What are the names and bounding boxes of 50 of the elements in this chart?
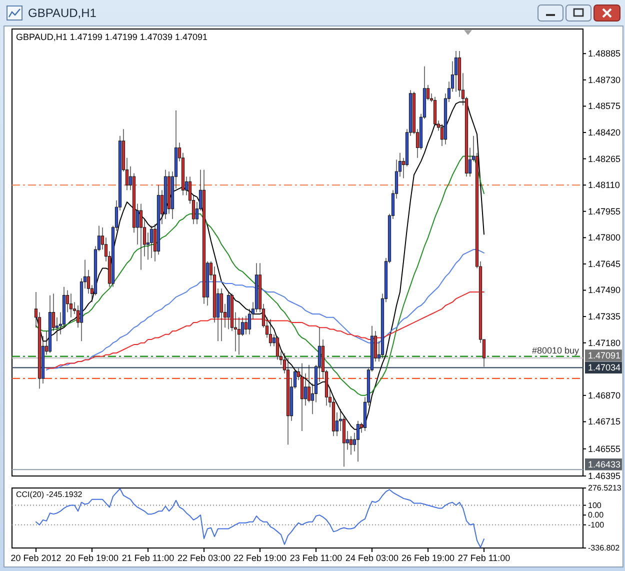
y-tick-label: 276.5213: [588, 484, 622, 492]
y-tick-label: -100: [588, 520, 605, 530]
y-tick-label: 1.47800: [588, 232, 621, 243]
x-tick-label: 27 Feb 11:00: [458, 553, 510, 563]
x-tick-label: 20 Feb 19:00: [65, 553, 119, 563]
x-tick-label: 24 Feb 03:00: [345, 553, 399, 563]
chart-title: CCI(20) -245.1932: [16, 490, 83, 499]
y-tick-label: 1.48730: [588, 74, 621, 85]
candlestick: [150, 225, 154, 258]
x-tick-label: 21 Feb 11:00: [122, 553, 174, 563]
y-tick-label: 1.47335: [588, 312, 621, 322]
candlestick: [220, 288, 224, 342]
y-tick-label: 1.47490: [588, 285, 621, 296]
y-tick-label: 1.47180: [588, 338, 621, 348]
y-tick-label: 1.48265: [588, 154, 621, 164]
candlestick: [48, 295, 52, 354]
x-tick-label: 22 Feb 19:00: [233, 553, 287, 563]
ref-line-label: 1.46433: [588, 459, 621, 470]
chart-title: GBPAUD,H1: [28, 6, 97, 20]
x-tick-label: 20 Feb 2012: [10, 553, 62, 563]
candlestick: [356, 420, 360, 462]
line-series: [46, 291, 484, 369]
candlestick: [202, 170, 206, 304]
y-tick-label: 1.46555: [588, 444, 621, 454]
y-tick-label: 1.47645: [588, 258, 621, 269]
x-tick-label: 23 Feb 11:00: [290, 553, 342, 563]
y-tick-label: -336.802: [588, 544, 620, 552]
y-tick-label: 1.46395: [588, 471, 621, 481]
candlestick: [268, 318, 272, 347]
y-tick-label: 1.48885: [588, 48, 621, 59]
y-tick-label: 100: [588, 500, 602, 510]
y-tick-label: 0.00: [588, 510, 604, 520]
candlestick: [300, 362, 304, 432]
x-tick-label: 26 Feb 19:00: [401, 553, 455, 563]
y-tick-label: 1.48420: [588, 127, 621, 138]
ref-line-label: 1.47091: [588, 350, 621, 360]
y-tick-label: 1.46715: [588, 416, 621, 427]
y-tick-label: 1.48575: [588, 101, 621, 112]
y-tick-label: 1.47955: [588, 206, 621, 216]
line-series: [46, 249, 484, 370]
ref-line-label: 1.47034: [588, 362, 621, 373]
candlestick: [226, 292, 230, 330]
y-tick-label: 1.48110: [588, 180, 620, 190]
candlestick: [139, 203, 143, 270]
x-tick-label: 22 Feb 03:00: [177, 553, 231, 563]
candlestick: [69, 293, 73, 318]
ref-line-label: #80010 buy: [532, 345, 580, 356]
line-series: [36, 101, 484, 430]
y-tick-label: 1.46870: [588, 390, 621, 400]
chart-subtitle: GBPAUD,H1 1.47199 1.47199 1.47039 1.47091: [16, 32, 208, 42]
